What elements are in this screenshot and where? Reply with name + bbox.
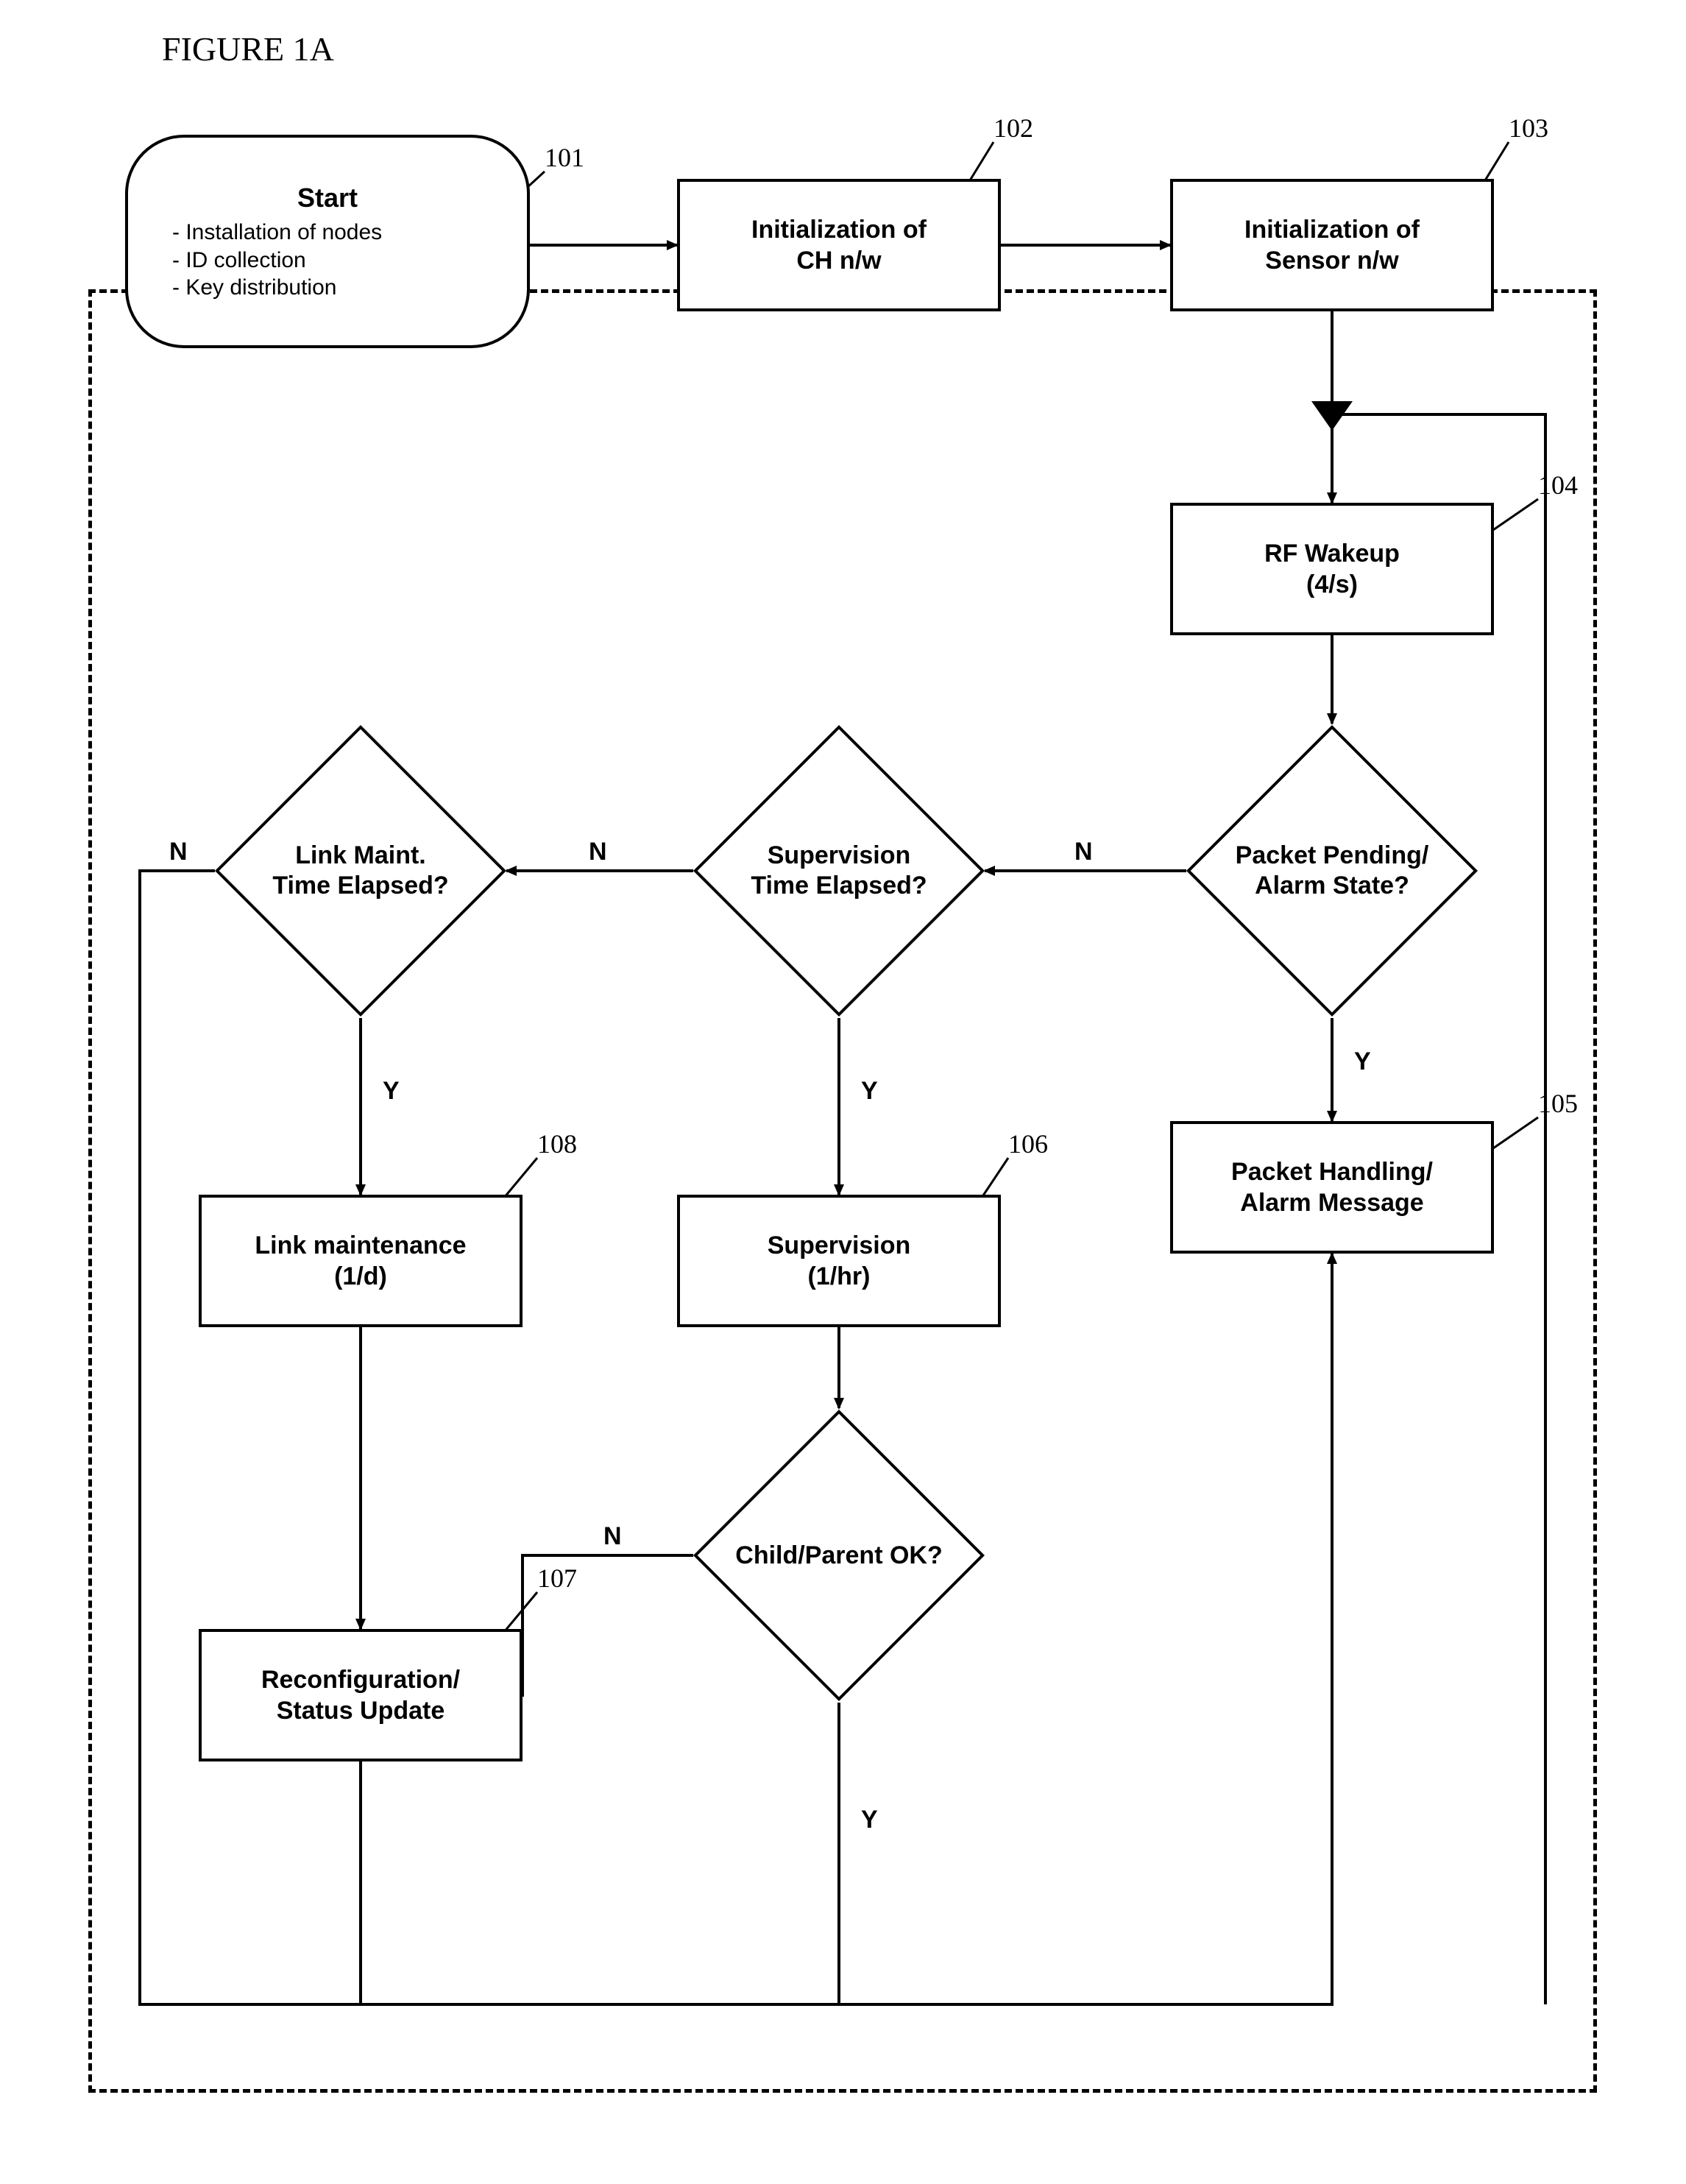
decision-d_linkmaint: Link Maint.Time Elapsed? [258, 768, 464, 974]
edge-label: Y [861, 1077, 878, 1106]
ref-label: 101 [545, 142, 584, 173]
node-start: Start - Installation of nodes- ID collect… [125, 135, 530, 348]
decision-d_supervision: SupervisionTime Elapsed? [736, 768, 942, 974]
ref-label: 103 [1509, 113, 1548, 144]
node-reconfig: Reconfiguration/Status Update [199, 1629, 523, 1761]
node-link_maint: Link maintenance(1/d) [199, 1195, 523, 1327]
ref-label: 106 [1008, 1128, 1048, 1159]
node-init_ch: Initialization ofCH n/w [677, 179, 1001, 311]
edge-label: N [169, 838, 188, 866]
decision-d_packet: Packet Pending/Alarm State? [1229, 768, 1435, 974]
diagram-canvas: Start - Installation of nodes- ID collect… [29, 91, 1648, 2152]
edge-label: Y [383, 1077, 400, 1106]
start-line: - Key distribution [172, 274, 336, 302]
ref-label: 104 [1538, 470, 1578, 501]
edge-label: N [603, 1522, 622, 1551]
start-title: Start [157, 181, 497, 214]
edge-label: N [1074, 838, 1093, 866]
edge-label: Y [861, 1806, 878, 1834]
decision-label: Link Maint.Time Elapsed? [196, 706, 525, 1036]
decision-label: Child/Parent OK? [674, 1390, 1004, 1720]
ref-label: 105 [1538, 1088, 1578, 1119]
start-line: - ID collection [172, 247, 306, 275]
ref-label: 102 [993, 113, 1033, 144]
node-packet_handling: Packet Handling/Alarm Message [1170, 1121, 1494, 1254]
node-rf_wakeup: RF Wakeup(4/s) [1170, 503, 1494, 635]
ref-label: 107 [537, 1563, 577, 1594]
start-line: - Installation of nodes [172, 219, 382, 247]
node-init_sensor: Initialization ofSensor n/w [1170, 179, 1494, 311]
decision-label: SupervisionTime Elapsed? [674, 706, 1004, 1036]
figure-title: FIGURE 1A [162, 29, 1657, 68]
decision-label: Packet Pending/Alarm State? [1167, 706, 1497, 1036]
ref-label: 108 [537, 1128, 577, 1159]
decision-d_childparent: Child/Parent OK? [736, 1452, 942, 1658]
edge-label: N [589, 838, 607, 866]
node-supervision: Supervision(1/hr) [677, 1195, 1001, 1327]
edge-label: Y [1354, 1047, 1371, 1076]
